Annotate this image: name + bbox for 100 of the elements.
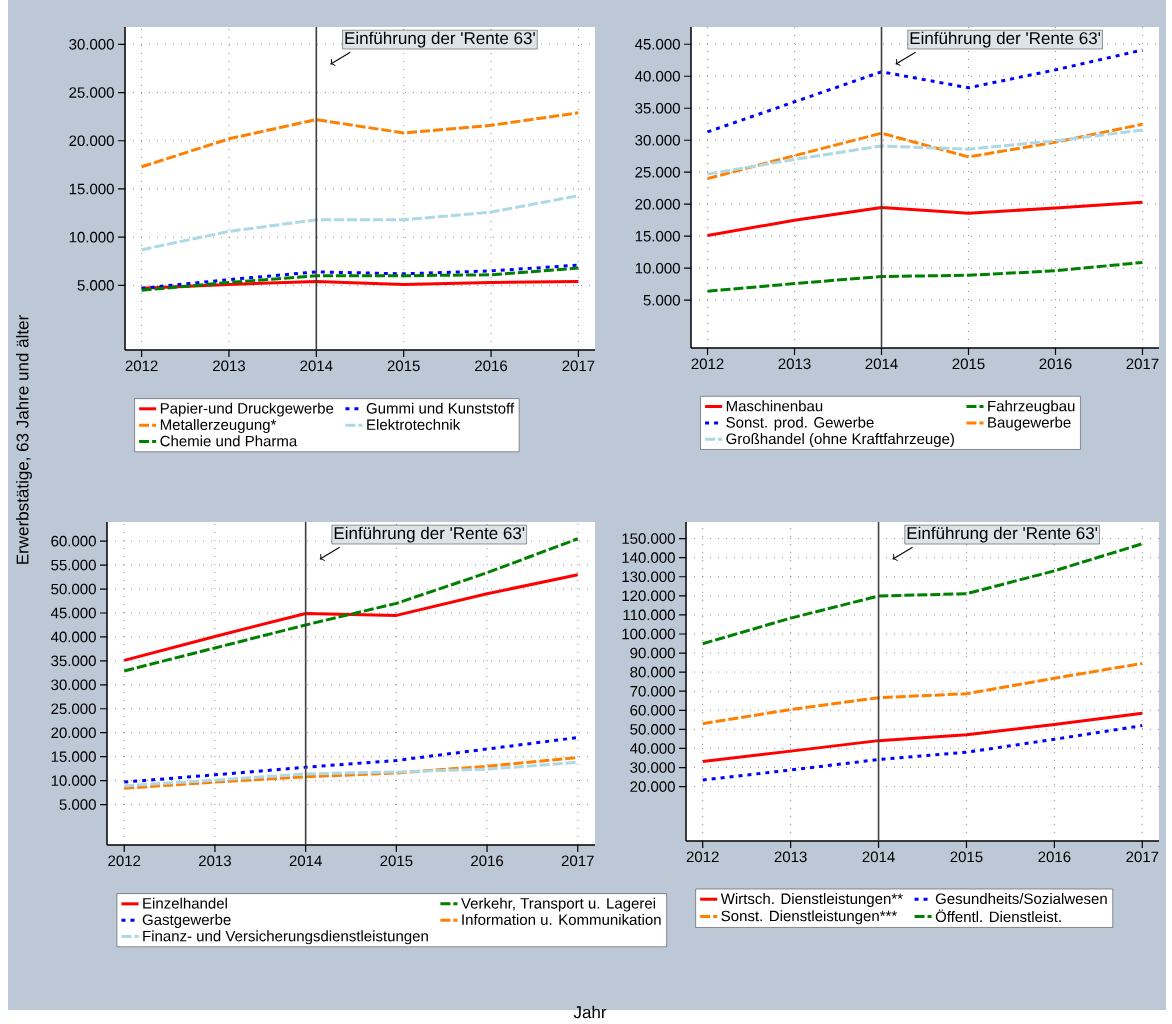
legend-label: Sonst. prod. Gewerbe	[726, 416, 874, 431]
legend-label: Wirtsch. Dienstleistungen**	[720, 893, 903, 908]
y-tick-label: 15.000	[69, 183, 114, 195]
x-tick-label: 2017	[562, 360, 595, 372]
y-tick-label: 30.000	[635, 134, 680, 146]
y-tick-label: 45.000	[635, 38, 680, 50]
ref-line-label: Einführung der 'Rente 63'	[910, 31, 1101, 48]
legend-label: Elektrotechnik	[367, 419, 461, 431]
x-tick-label: 2014	[865, 358, 898, 370]
y-tick-label: 30.000	[630, 762, 675, 773]
x-tick-label: 2015	[380, 855, 413, 867]
legend-label: Verkehr, Transport u. Lagerei	[461, 897, 656, 912]
x-tick-label: 2014	[300, 360, 333, 372]
legend-label: Finanz- und Versicherungsdienstleistungen	[143, 930, 428, 945]
y-tick-label: 30.000	[51, 679, 96, 691]
y-tick-label: 60.000	[51, 535, 96, 547]
legend-label: Baugewerbe	[988, 416, 1071, 431]
x-tick-label: 2014	[289, 855, 322, 867]
y-tick-label: 20.000	[630, 781, 675, 792]
y-tick-label: 150.000	[622, 533, 675, 544]
line-series	[706, 122, 1144, 181]
x-tick-label: 2012	[125, 360, 158, 372]
y-tick-label: 25.000	[51, 703, 96, 715]
y-tick-label: 15.000	[635, 230, 680, 242]
line-series	[122, 573, 580, 662]
y-tick-label: 110.000	[623, 609, 675, 621]
y-tick-label: 5.000	[643, 294, 680, 306]
ref-line-label: Einführung der 'Rente 63'	[334, 526, 525, 543]
y-tick-label: 55.000	[51, 559, 96, 571]
y-axis-title: Erwerbstätige, 63 Jahre und älter	[16, 315, 32, 564]
y-tick-label: 90.000	[630, 647, 675, 659]
x-tick-label: 2017	[561, 855, 594, 867]
y-tick-label: 40.000	[50, 631, 96, 643]
y-tick-label: 120.000	[622, 590, 675, 602]
x-tick-label: 2012	[108, 855, 141, 867]
x-tick-label: 2014	[862, 851, 895, 863]
y-tick-label: 5.000	[59, 799, 96, 810]
y-tick-label: 100.000	[622, 628, 675, 640]
x-tick-label: 2017	[1126, 358, 1159, 370]
y-tick-label: 35.000	[51, 655, 96, 667]
legend-label: Fahrzeugbau	[988, 400, 1075, 415]
x-tick-label: 2015	[950, 851, 983, 863]
y-tick-label: 25.000	[69, 87, 114, 98]
x-tick-label: 2013	[774, 851, 807, 863]
y-tick-label: 60.000	[630, 704, 675, 716]
x-tick-label: 2016	[471, 855, 504, 867]
line-series	[706, 200, 1144, 238]
x-tick-label: 2013	[199, 855, 231, 867]
x-tick-label: 2015	[952, 358, 985, 370]
y-tick-label: 50.000	[51, 583, 96, 595]
x-tick-label: 2017	[1126, 851, 1159, 863]
y-tick-label: 140.000	[622, 552, 675, 563]
y-tick-label: 10.000	[69, 231, 114, 243]
line-series	[706, 128, 1144, 176]
legend-label: Maschinenbau	[726, 400, 823, 412]
legend-label: Sonst. Dienstleistungen***	[721, 910, 897, 925]
y-tick-label: 20.000	[635, 198, 680, 210]
legend-label: Öffentl. Dienstleist.	[935, 909, 1061, 923]
y-tick-label: 10.000	[635, 262, 680, 274]
legend-label: Großhandel (ohne Kraftfahrzeuge)	[726, 433, 954, 448]
legend-label: Einzelhandel	[143, 897, 227, 909]
y-tick-label: 70.000	[630, 685, 675, 697]
x-tick-label: 2015	[387, 360, 420, 372]
x-tick-label: 2016	[475, 360, 508, 372]
line-series	[140, 111, 580, 169]
y-tick-label: 130.000	[622, 571, 675, 583]
line-series	[701, 542, 1144, 646]
y-tick-label: 45.000	[50, 607, 96, 619]
x-axis-title: Jahr	[573, 1005, 607, 1019]
x-tick-label: 2013	[213, 360, 245, 372]
legend-label: Metallerzeugung*	[160, 419, 277, 433]
y-tick-label: 30.000	[69, 39, 114, 50]
y-tick-label: 50.000	[630, 724, 675, 735]
y-tick-label: 40.000	[635, 70, 680, 82]
ref-line-label: Einführung der 'Rente 63'	[345, 31, 535, 48]
legend-label: Gastgewerbe	[142, 914, 231, 928]
x-tick-label: 2012	[686, 851, 719, 863]
legend-label: Gesundheits/Sozialwesen	[935, 893, 1107, 905]
x-tick-label: 2013	[778, 358, 811, 370]
x-tick-label: 2012	[691, 358, 724, 370]
legend-label: Information u. Kommunikation	[462, 914, 661, 926]
y-tick-label: 5.000	[77, 280, 114, 291]
legend-label: Gummi und Kunststoff	[366, 402, 515, 414]
x-tick-label: 2016	[1039, 358, 1072, 370]
line-series	[701, 711, 1144, 763]
y-tick-label: 15.000	[51, 751, 96, 762]
line-series	[701, 661, 1144, 726]
ref-line-label: Einführung der 'Rente 63'	[907, 526, 1098, 543]
line-series	[701, 724, 1144, 782]
legend-label: Papier-und Druckgewerbe	[160, 402, 334, 417]
y-tick-label: 35.000	[635, 102, 680, 114]
legend-label: Chemie und Pharma	[160, 435, 298, 447]
y-tick-label: 10.000	[51, 775, 96, 786]
y-tick-label: 20.000	[51, 727, 96, 739]
y-tick-label: 80.000	[630, 666, 675, 678]
y-tick-label: 25.000	[635, 166, 680, 178]
y-tick-label: 20.000	[69, 135, 114, 147]
y-tick-label: 40.000	[629, 743, 675, 754]
x-tick-label: 2016	[1038, 851, 1071, 863]
line-series	[706, 260, 1144, 293]
